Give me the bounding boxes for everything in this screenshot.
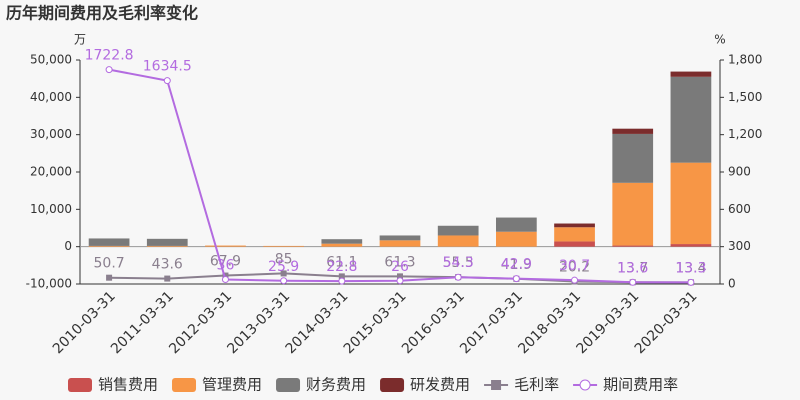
bar-segment [146,245,188,247]
point [571,276,579,284]
point [338,273,345,280]
point [280,270,287,277]
data-label: 36 [217,258,235,274]
y2-tick-label: 600 [728,202,751,216]
data-label: 1634.5 [143,59,192,75]
data-label: 22.8 [326,259,357,275]
point [105,66,113,74]
y-tick-label: 0 [64,239,72,253]
y-tick-label: -10,000 [26,277,72,291]
bar-segment [379,240,421,247]
legend-label: 期间费用率 [603,376,678,394]
bar-segment [670,71,712,77]
chart-title: 历年期间费用及毛利率变化 [6,4,198,23]
y2-tick-label: 0 [728,277,736,291]
data-label: 61.3 [384,254,415,270]
data-label: 13.4 [675,260,706,276]
legend-swatch [380,378,405,392]
point [338,277,346,285]
point [164,275,171,282]
point [397,273,403,280]
point [454,273,462,281]
data-label: 55.5 [443,255,474,271]
y-unit: 万 [74,33,86,47]
y2-tick-label: 1,500 [728,90,762,104]
point [280,277,288,285]
legend-label: 财务费用 [306,376,366,394]
y-tick-label: 10,000 [30,202,72,216]
y2-tick-label: 900 [728,165,751,179]
data-label: 1722.8 [85,48,134,64]
bar-segment [670,76,712,163]
point [163,77,171,85]
y2-tick-label: 1,200 [728,127,762,141]
point [512,275,520,283]
bar-segment [146,238,188,246]
bar-segment [496,217,537,232]
bar-segment [612,245,654,247]
data-label: 41.9 [501,257,532,273]
data-label: 13.3 [675,260,706,276]
y2-tick-label: 300 [728,239,751,253]
bar-segment [379,235,421,241]
legend-swatch [172,378,197,392]
line [108,68,691,284]
legend-swatch [68,378,92,392]
point [106,274,113,281]
data-label: 42.9 [501,257,532,273]
bar-segment [496,231,537,247]
bar-segment [670,244,712,247]
data-label: 67.9 [210,254,241,270]
bar-segment [554,223,595,228]
legend-label: 管理费用 [202,376,262,394]
y2-tick-label: 1,800 [728,53,762,67]
bar-segment [554,241,595,247]
bar-segment [263,245,304,247]
legend-marker [491,380,502,390]
bar-segment [612,182,654,246]
y-tick-label: 20,000 [30,165,72,179]
y-tick-label: 40,000 [30,90,72,104]
bar-segment [321,239,363,244]
legend-label: 研发费用 [410,376,470,394]
y-tick-label: 30,000 [30,127,72,141]
bar-segment [670,162,712,245]
data-label: 85 [275,251,293,267]
y-tick-label: 50,000 [30,53,72,67]
bar-segment [88,245,130,247]
bar-segment [612,128,654,134]
legend-label: 毛利率 [514,376,559,394]
legend-marker [579,379,591,391]
point [396,277,404,285]
bar-segment [437,225,479,236]
legend-label: 销售费用 [98,376,158,394]
data-label: 25.9 [268,259,299,275]
bar-segment [612,133,654,183]
data-label: 61.1 [326,254,357,270]
point [687,278,695,286]
data-label: 54.3 [443,255,474,271]
point [629,278,637,286]
bar-segment [554,227,595,242]
x-tick-label: 2020-03-31 [632,288,701,357]
legend-swatch [276,378,301,392]
bar-segment [437,235,479,247]
data-label: 50.7 [94,256,125,272]
point [221,276,229,284]
bar-segment [88,238,130,246]
data-label: 43.6 [152,257,183,273]
data-label: 26 [391,259,409,275]
data-label: 13.6 [617,260,648,276]
bar-segment [205,245,246,247]
bar-segment [321,243,363,247]
y2-unit: % [714,33,725,47]
data-label: 30.7 [559,258,590,274]
data-label: 20.2 [559,259,590,275]
point [222,272,229,279]
data-label: 13.7 [617,260,648,276]
